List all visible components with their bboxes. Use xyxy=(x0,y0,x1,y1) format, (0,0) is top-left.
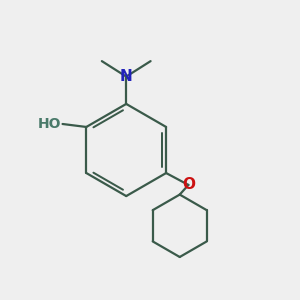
Text: N: N xyxy=(120,69,133,84)
Text: O: O xyxy=(182,177,195,192)
Text: HO: HO xyxy=(38,117,61,131)
